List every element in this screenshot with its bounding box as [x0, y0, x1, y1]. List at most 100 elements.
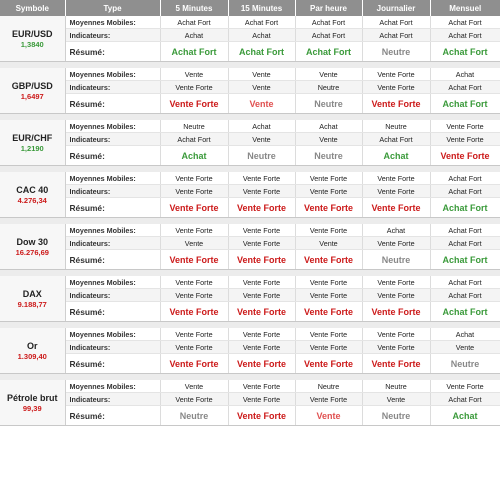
block-separator — [0, 269, 500, 276]
summary-signal-cell: Neutre — [362, 405, 431, 426]
type-label-ma: Moyennes Mobiles: — [65, 276, 161, 289]
symbol-price: 1,6497 — [20, 91, 44, 101]
type-label-summary: Résumé: — [65, 197, 161, 218]
separator-cell — [0, 373, 500, 380]
ma-signal-cell: Vente Forte — [228, 224, 296, 237]
ma-signal-cell: Achat — [430, 328, 500, 341]
summary-signal-cell: Vente Forte — [228, 301, 296, 322]
indicators-row: Indicateurs: Vente Forte Vente Forte Vente … — [0, 184, 500, 198]
ma-signal-cell: Vente Forte — [228, 380, 296, 393]
symbol-cell[interactable]: DAX 9.188,77 — [0, 276, 66, 322]
symbol-cell[interactable]: Dow 30 16.276,69 — [0, 224, 66, 270]
symbol-price: 4.276,34 — [17, 195, 47, 205]
summary-row: Résumé: Vente Forte Vente Forte Vente Forte… — [0, 197, 500, 218]
symbol-cell[interactable]: CAC 40 4.276,34 — [0, 172, 66, 218]
type-label-indicators: Indicateurs: — [65, 184, 161, 198]
summary-signal-cell: Neutre — [228, 145, 296, 166]
indicator-signal-cell: Achat Fort — [430, 236, 500, 250]
ma-signal-cell: Achat Fort — [430, 224, 500, 237]
summary-signal-cell: Achat Fort — [228, 41, 296, 62]
summary-signal-cell: Vente — [228, 93, 296, 114]
summary-signal-cell: Vente Forte — [160, 249, 229, 270]
block-separator — [0, 321, 500, 328]
summary-signal-cell: Vente Forte — [362, 301, 431, 322]
type-label-indicators: Indicateurs: — [65, 340, 161, 354]
type-label-indicators: Indicateurs: — [65, 28, 161, 42]
ma-signal-cell: Vente Forte — [295, 172, 363, 185]
symbol-name[interactable]: Pétrole brut — [6, 392, 58, 403]
symbol-price: 1,3840 — [20, 39, 44, 49]
ma-signal-cell: Vente Forte — [160, 172, 229, 185]
indicator-signal-cell: Vente Forte — [295, 184, 363, 198]
ma-signal-cell: Achat — [362, 224, 431, 237]
ma-signal-cell: Neutre — [160, 120, 229, 133]
moving-averages-row: Or 1.309,40 Moyennes Mobiles: Vente Forte Ve… — [0, 328, 500, 374]
type-label-summary: Résumé: — [65, 249, 161, 270]
ma-signal-cell: Vente Forte — [160, 276, 229, 289]
indicator-signal-cell: Achat Fort — [430, 392, 500, 406]
symbol-name[interactable]: EUR/USD — [11, 28, 53, 39]
type-label-ma: Moyennes Mobiles: — [65, 224, 161, 237]
header-hourly[interactable]: Par heure — [295, 0, 363, 16]
ma-signal-cell: Vente Forte — [430, 380, 500, 393]
summary-signal-cell: Vente Forte — [295, 197, 363, 218]
type-label-summary: Résumé: — [65, 41, 161, 62]
header-monthly[interactable]: Mensuel — [430, 0, 500, 16]
ma-signal-cell: Vente Forte — [295, 224, 363, 237]
indicator-signal-cell: Vente Forte — [228, 236, 296, 250]
header-15min[interactable]: 15 Minutes — [228, 0, 296, 16]
ma-signal-cell: Vente — [295, 68, 363, 81]
separator-cell — [0, 269, 500, 276]
type-label-summary: Résumé: — [65, 145, 161, 166]
moving-averages-row: EUR/CHF 1,2190 Moyennes Mobiles: Neutre Acha… — [0, 120, 500, 166]
ma-signal-cell: Vente — [160, 68, 229, 81]
ma-signal-cell: Achat Fort — [430, 16, 500, 29]
type-label-ma: Moyennes Mobiles: — [65, 16, 161, 29]
symbol-name[interactable]: GBP/USD — [11, 80, 53, 91]
summary-signal-cell: Neutre — [295, 93, 363, 114]
symbol-cell[interactable]: Or 1.309,40 — [0, 328, 66, 374]
summary-signal-cell: Vente Forte — [160, 301, 229, 322]
ma-signal-cell: Vente Forte — [362, 68, 431, 81]
ma-signal-cell: Achat Fort — [362, 16, 431, 29]
summary-signal-cell: Achat — [160, 145, 229, 166]
summary-signal-cell: Neutre — [430, 353, 500, 374]
ma-signal-cell: Achat — [430, 68, 500, 81]
summary-signal-cell: Vente Forte — [160, 353, 229, 374]
symbol-name[interactable]: CAC 40 — [16, 184, 49, 195]
moving-averages-row: DAX 9.188,77 Moyennes Mobiles: Vente Forte V… — [0, 276, 500, 322]
separator-cell — [0, 113, 500, 120]
symbol-name[interactable]: Or — [26, 340, 38, 351]
symbol-cell[interactable]: EUR/USD 1,3840 — [0, 16, 66, 62]
indicator-signal-cell: Achat Fort — [430, 80, 500, 94]
block-separator — [0, 373, 500, 380]
symbol-cell[interactable]: Pétrole brut 99,39 — [0, 380, 66, 426]
indicator-signal-cell: Achat Fort — [362, 28, 431, 42]
indicator-signal-cell: Vente Forte — [228, 340, 296, 354]
separator-cell — [0, 217, 500, 224]
summary-signal-cell: Vente Forte — [228, 353, 296, 374]
summary-signal-cell: Achat Fort — [295, 41, 363, 62]
symbol-name[interactable]: DAX — [22, 288, 42, 299]
summary-row: Résumé: Vente Forte Vente Neutre Vente Forte… — [0, 93, 500, 114]
summary-signal-cell: Vente Forte — [362, 197, 431, 218]
indicator-signal-cell: Neutre — [295, 80, 363, 94]
ma-signal-cell: Neutre — [362, 380, 431, 393]
symbol-cell[interactable]: EUR/CHF 1,2190 — [0, 120, 66, 166]
indicator-signal-cell: Achat Fort — [430, 288, 500, 302]
indicator-signal-cell: Achat — [160, 28, 229, 42]
symbol-name[interactable]: Dow 30 — [16, 236, 48, 247]
indicator-signal-cell: Vente Forte — [295, 340, 363, 354]
symbol-cell[interactable]: GBP/USD 1,6497 — [0, 68, 66, 114]
indicator-signal-cell: Vente Forte — [295, 392, 363, 406]
indicator-signal-cell: Vente Forte — [430, 132, 500, 146]
header-5min[interactable]: 5 Minutes — [160, 0, 229, 16]
symbol-name[interactable]: EUR/CHF — [12, 132, 53, 143]
header-daily[interactable]: Journalier — [362, 0, 431, 16]
separator-cell — [0, 61, 500, 68]
moving-averages-row: CAC 40 4.276,34 Moyennes Mobiles: Vente For… — [0, 172, 500, 218]
indicator-signal-cell: Vente Forte — [160, 80, 229, 94]
summary-signal-cell: Achat Fort — [430, 41, 500, 62]
ma-signal-cell: Achat Fort — [295, 16, 363, 29]
